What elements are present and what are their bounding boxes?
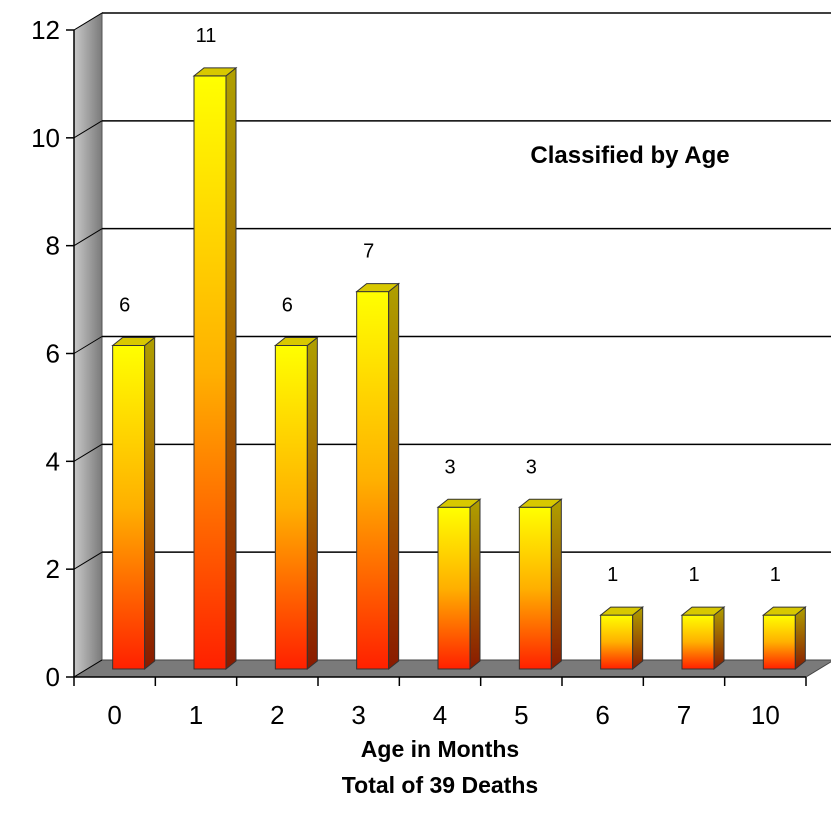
wall-gridline <box>73 228 103 247</box>
x-tick-label: 7 <box>677 700 691 730</box>
data-label: 3 <box>444 456 455 478</box>
bar-front <box>762 614 796 670</box>
x-tick-label: 4 <box>433 700 447 730</box>
x-tick-label: 10 <box>751 700 780 730</box>
bar-side <box>225 66 237 671</box>
bar-top <box>680 606 726 616</box>
x-axis-title: Age in Months <box>361 736 519 762</box>
bar-side <box>632 606 644 671</box>
bar-side <box>388 282 400 671</box>
bar-top <box>355 283 401 293</box>
bar-front <box>518 506 552 670</box>
bar <box>192 66 238 671</box>
bar-side <box>144 336 156 671</box>
x-tick-label: 2 <box>270 700 284 730</box>
bar-top <box>436 498 482 508</box>
bar-top <box>761 606 807 616</box>
bar <box>111 336 157 671</box>
x-tick-label: 6 <box>595 700 609 730</box>
bar <box>517 498 563 671</box>
bar-front <box>681 614 715 670</box>
x-tick-label: 1 <box>189 700 203 730</box>
y-tick-label: 12 <box>31 15 60 45</box>
wall-gridline <box>73 551 103 570</box>
bar-side <box>713 606 725 671</box>
y-tick-label: 2 <box>46 554 60 584</box>
data-label: 6 <box>282 295 293 317</box>
bar-front <box>112 345 146 670</box>
bar-front <box>600 614 634 670</box>
data-label: 7 <box>363 241 374 263</box>
chart-inner-title: Classified by Age <box>530 142 729 169</box>
bar <box>273 336 319 671</box>
bar-top <box>599 606 645 616</box>
bar <box>436 498 482 671</box>
bar-top <box>111 337 157 346</box>
wall-gridline <box>73 336 103 354</box>
data-label: 3 <box>526 456 537 478</box>
bar-front <box>356 291 390 670</box>
y-tick-label: 6 <box>46 339 60 369</box>
bar <box>355 282 401 671</box>
bar-side <box>794 606 806 671</box>
chart-subtitle: Total of 39 Deaths <box>342 772 538 798</box>
bar <box>599 606 645 671</box>
bar-top <box>517 498 563 508</box>
x-tick-label: 3 <box>351 700 365 730</box>
wall-gridline <box>73 443 103 462</box>
wall-gridline <box>73 120 103 139</box>
bar-front <box>274 345 308 670</box>
data-label: 1 <box>688 564 699 586</box>
bar-front <box>437 506 471 670</box>
bar <box>761 606 807 671</box>
bar-side <box>469 498 481 671</box>
bar-side <box>306 336 318 671</box>
y-tick-label: 8 <box>46 231 60 261</box>
x-tick-label: 5 <box>514 700 528 730</box>
x-tick-label: 0 <box>107 700 121 730</box>
bar-top <box>192 67 238 77</box>
data-label: 1 <box>770 564 781 586</box>
bar <box>680 606 726 671</box>
data-label: 6 <box>119 295 130 317</box>
data-label: 1 <box>607 564 618 586</box>
bar-front <box>193 75 227 670</box>
bar-top <box>273 337 319 346</box>
wall-gridline <box>73 659 103 678</box>
y-tick-label: 4 <box>46 446 60 476</box>
data-label: 11 <box>196 25 217 47</box>
y-tick-label: 0 <box>46 662 60 692</box>
y-tick-label: 10 <box>31 123 60 153</box>
bar-side <box>550 498 562 671</box>
wall-gridline <box>73 12 103 31</box>
